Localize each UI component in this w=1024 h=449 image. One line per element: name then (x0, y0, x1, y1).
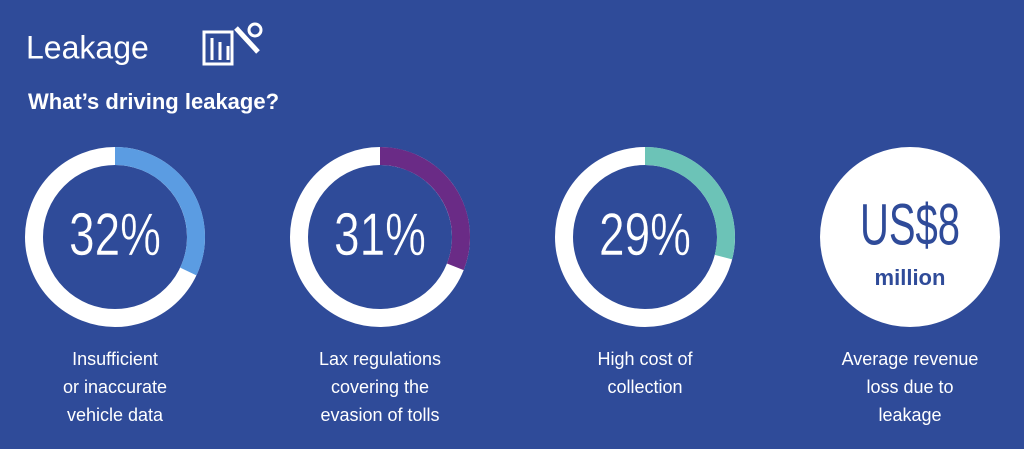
summary-disc (820, 147, 1000, 327)
caption-line: or inaccurate (63, 377, 167, 397)
subtitle: What’s driving leakage? (28, 89, 279, 114)
ring-segment (379, 147, 470, 271)
caption-line: vehicle data (67, 405, 164, 425)
percent-label: 29% (599, 201, 691, 268)
ring-segment (114, 147, 205, 276)
caption-line: leakage (878, 405, 941, 425)
title: Leakage (26, 29, 149, 65)
caption-line: covering the (331, 377, 429, 397)
caption-line: Lax regulations (319, 349, 441, 369)
caption-line: Average revenue (842, 349, 979, 369)
caption-line: High cost of (597, 349, 693, 369)
caption-line: evasion of tolls (320, 405, 439, 425)
caption-line: Insufficient (72, 349, 158, 369)
amount-unit: million (875, 265, 946, 290)
caption-line: collection (607, 377, 682, 397)
tools-icon (202, 22, 263, 66)
caption-line: loss due to (866, 377, 953, 397)
amount: US$8 (860, 192, 960, 257)
ring-segment (644, 147, 735, 260)
percent-label: 31% (334, 201, 426, 268)
percent-label: 32% (69, 201, 161, 268)
